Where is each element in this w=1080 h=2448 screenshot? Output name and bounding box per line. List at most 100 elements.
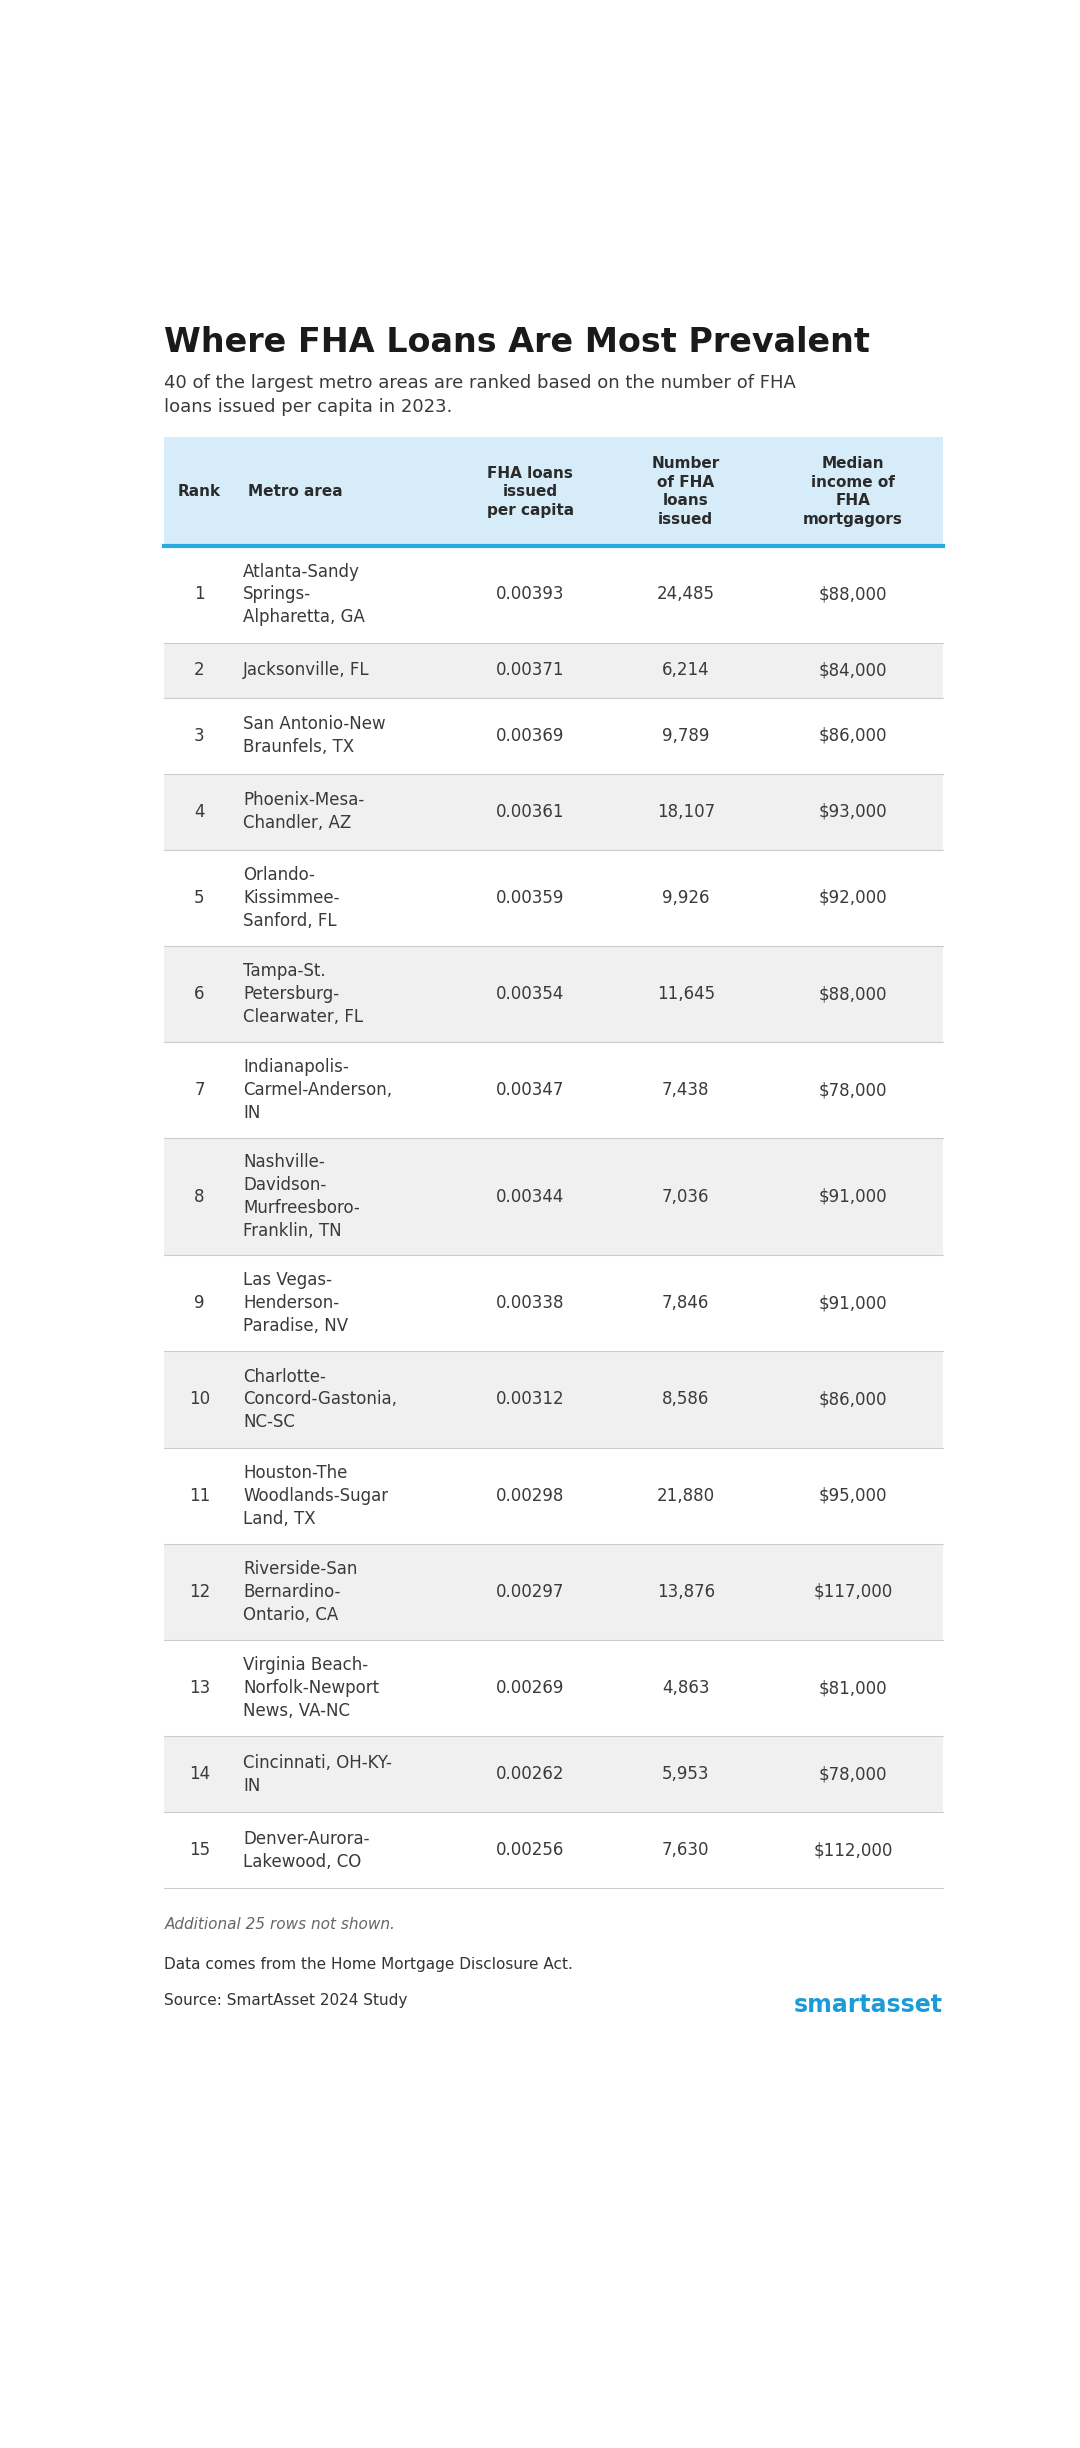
Text: 7,846: 7,846 xyxy=(662,1295,710,1312)
FancyBboxPatch shape xyxy=(164,1043,943,1138)
Text: Virginia Beach-
Norfolk-Newport
News, VA-NC: Virginia Beach- Norfolk-Newport News, VA… xyxy=(243,1657,379,1721)
Text: 9,926: 9,926 xyxy=(662,889,710,906)
Text: 7,630: 7,630 xyxy=(662,1841,710,1858)
Text: Number
of FHA
loans
issued: Number of FHA loans issued xyxy=(651,455,720,526)
Text: 6,214: 6,214 xyxy=(662,661,710,678)
FancyBboxPatch shape xyxy=(164,1351,943,1447)
Text: $93,000: $93,000 xyxy=(819,803,888,820)
FancyBboxPatch shape xyxy=(164,1545,943,1640)
Text: 3: 3 xyxy=(194,727,205,744)
Text: Data comes from the Home Mortgage Disclosure Act.: Data comes from the Home Mortgage Disclo… xyxy=(164,1958,573,1973)
Text: 9,789: 9,789 xyxy=(662,727,710,744)
Text: Source: SmartAsset 2024 Study: Source: SmartAsset 2024 Study xyxy=(164,1993,408,2007)
Text: 10: 10 xyxy=(189,1390,210,1408)
Text: 40 of the largest metro areas are ranked based on the number of FHA
loans issued: 40 of the largest metro areas are ranked… xyxy=(164,375,796,416)
Text: 7,036: 7,036 xyxy=(662,1187,710,1207)
Text: Cincinnati, OH-KY-
IN: Cincinnati, OH-KY- IN xyxy=(243,1753,392,1794)
FancyBboxPatch shape xyxy=(164,438,943,546)
Text: 0.00361: 0.00361 xyxy=(496,803,565,820)
Text: Tampa-St.
Petersburg-
Clearwater, FL: Tampa-St. Petersburg- Clearwater, FL xyxy=(243,962,363,1026)
Text: Where FHA Loans Are Most Prevalent: Where FHA Loans Are Most Prevalent xyxy=(164,326,870,360)
Text: $92,000: $92,000 xyxy=(819,889,888,906)
Text: Atlanta-Sandy
Springs-
Alpharetta, GA: Atlanta-Sandy Springs- Alpharetta, GA xyxy=(243,563,365,627)
Text: Phoenix-Mesa-
Chandler, AZ: Phoenix-Mesa- Chandler, AZ xyxy=(243,791,364,832)
Text: 0.00371: 0.00371 xyxy=(496,661,565,678)
Text: smartasset: smartasset xyxy=(794,1993,943,2017)
Text: San Antonio-New
Braunfels, TX: San Antonio-New Braunfels, TX xyxy=(243,715,386,756)
Text: $78,000: $78,000 xyxy=(819,1765,888,1782)
Text: Denver-Aurora-
Lakewood, CO: Denver-Aurora- Lakewood, CO xyxy=(243,1829,369,1870)
Text: $95,000: $95,000 xyxy=(819,1486,888,1506)
Text: 24,485: 24,485 xyxy=(657,585,715,605)
Text: 7,438: 7,438 xyxy=(662,1082,710,1099)
Text: 4,863: 4,863 xyxy=(662,1679,710,1696)
Text: $81,000: $81,000 xyxy=(819,1679,888,1696)
Text: 2: 2 xyxy=(194,661,205,678)
FancyBboxPatch shape xyxy=(164,546,943,641)
FancyBboxPatch shape xyxy=(164,1736,943,1812)
Text: Orlando-
Kissimmee-
Sanford, FL: Orlando- Kissimmee- Sanford, FL xyxy=(243,867,340,930)
Text: $91,000: $91,000 xyxy=(819,1295,888,1312)
Text: Indianapolis-
Carmel-Anderson,
IN: Indianapolis- Carmel-Anderson, IN xyxy=(243,1058,392,1121)
Text: Las Vegas-
Henderson-
Paradise, NV: Las Vegas- Henderson- Paradise, NV xyxy=(243,1271,349,1334)
Text: 0.00347: 0.00347 xyxy=(496,1082,565,1099)
Text: 0.00298: 0.00298 xyxy=(496,1486,565,1506)
Text: $86,000: $86,000 xyxy=(819,727,888,744)
Text: 11,645: 11,645 xyxy=(657,984,715,1004)
FancyBboxPatch shape xyxy=(164,641,943,698)
Text: $86,000: $86,000 xyxy=(819,1390,888,1408)
Text: 0.00359: 0.00359 xyxy=(496,889,565,906)
Text: $88,000: $88,000 xyxy=(819,984,888,1004)
Text: 8,586: 8,586 xyxy=(662,1390,710,1408)
Text: 14: 14 xyxy=(189,1765,210,1782)
Text: 13,876: 13,876 xyxy=(657,1584,715,1601)
Text: Charlotte-
Concord-Gastonia,
NC-SC: Charlotte- Concord-Gastonia, NC-SC xyxy=(243,1368,397,1432)
Text: $84,000: $84,000 xyxy=(819,661,888,678)
FancyBboxPatch shape xyxy=(164,698,943,774)
Text: 0.00344: 0.00344 xyxy=(496,1187,565,1207)
FancyBboxPatch shape xyxy=(164,1447,943,1545)
Text: $88,000: $88,000 xyxy=(819,585,888,605)
Text: $112,000: $112,000 xyxy=(813,1841,893,1858)
FancyBboxPatch shape xyxy=(164,849,943,945)
Text: 0.00369: 0.00369 xyxy=(496,727,565,744)
Text: 0.00338: 0.00338 xyxy=(496,1295,565,1312)
FancyBboxPatch shape xyxy=(164,945,943,1043)
Text: Metro area: Metro area xyxy=(247,485,342,499)
Text: Houston-The
Woodlands-Sugar
Land, TX: Houston-The Woodlands-Sugar Land, TX xyxy=(243,1464,389,1528)
Text: $91,000: $91,000 xyxy=(819,1187,888,1207)
FancyBboxPatch shape xyxy=(164,1256,943,1351)
Text: 18,107: 18,107 xyxy=(657,803,715,820)
Text: Median
income of
FHA
mortgagors: Median income of FHA mortgagors xyxy=(804,455,903,526)
Text: Riverside-San
Bernardino-
Ontario, CA: Riverside-San Bernardino- Ontario, CA xyxy=(243,1559,357,1623)
Text: 0.00393: 0.00393 xyxy=(496,585,565,605)
Text: 12: 12 xyxy=(189,1584,211,1601)
FancyBboxPatch shape xyxy=(164,1640,943,1736)
Text: 0.00312: 0.00312 xyxy=(496,1390,565,1408)
FancyBboxPatch shape xyxy=(164,1812,943,1887)
Text: 0.00297: 0.00297 xyxy=(496,1584,565,1601)
Text: Rank: Rank xyxy=(178,485,221,499)
Text: FHA loans
issued
per capita: FHA loans issued per capita xyxy=(487,465,573,517)
Text: 0.00354: 0.00354 xyxy=(496,984,565,1004)
Text: 11: 11 xyxy=(189,1486,211,1506)
Text: 5: 5 xyxy=(194,889,205,906)
Text: 0.00269: 0.00269 xyxy=(496,1679,565,1696)
Text: 6: 6 xyxy=(194,984,205,1004)
Text: 7: 7 xyxy=(194,1082,205,1099)
Text: Jacksonville, FL: Jacksonville, FL xyxy=(243,661,369,678)
FancyBboxPatch shape xyxy=(164,774,943,849)
Text: 5,953: 5,953 xyxy=(662,1765,710,1782)
Text: Additional 25 rows not shown.: Additional 25 rows not shown. xyxy=(164,1917,395,1931)
Text: 13: 13 xyxy=(189,1679,211,1696)
Text: 1: 1 xyxy=(194,585,205,605)
Text: $117,000: $117,000 xyxy=(813,1584,893,1601)
Text: 15: 15 xyxy=(189,1841,210,1858)
Text: 0.00256: 0.00256 xyxy=(496,1841,565,1858)
Text: 4: 4 xyxy=(194,803,205,820)
Text: Nashville-
Davidson-
Murfreesboro-
Franklin, TN: Nashville- Davidson- Murfreesboro- Frank… xyxy=(243,1153,360,1241)
Text: 8: 8 xyxy=(194,1187,205,1207)
Text: 21,880: 21,880 xyxy=(657,1486,715,1506)
Text: 9: 9 xyxy=(194,1295,205,1312)
Text: 0.00262: 0.00262 xyxy=(496,1765,565,1782)
